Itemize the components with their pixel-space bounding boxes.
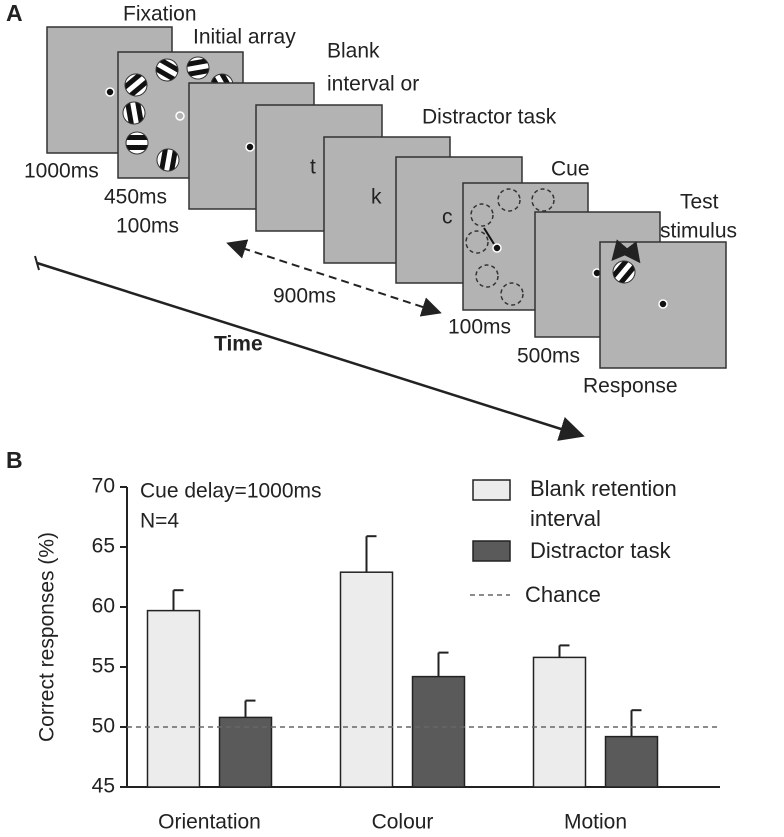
time-arrow-tick [34, 255, 40, 271]
legend-swatch [472, 540, 511, 562]
letter: c [442, 206, 453, 229]
duration: 500ms [517, 345, 580, 368]
y-tick-label: 65 [92, 535, 115, 558]
label: Cue [551, 158, 590, 181]
bar [339, 571, 394, 788]
label: Blank [327, 40, 380, 63]
bar [411, 675, 466, 788]
duration: 100ms [116, 215, 179, 238]
stimulus-array [120, 54, 238, 173]
bar [218, 716, 273, 788]
x-tick-label: Colour [372, 811, 434, 834]
legend-swatch [472, 479, 511, 501]
duration: 450ms [104, 186, 167, 209]
label: interval or [327, 73, 419, 96]
time-arrow [36, 261, 585, 441]
legend-label: Blank retention interval [530, 476, 677, 531]
duration: 100ms [448, 316, 511, 339]
letter: k [371, 186, 382, 209]
fixation-dot [492, 243, 502, 253]
y-tick-label: 60 [92, 595, 115, 618]
duration: 1000ms [24, 160, 99, 183]
panel-label: B [6, 447, 23, 473]
y-tick-label: 45 [92, 775, 115, 798]
x-tick-label: Motion [564, 811, 627, 834]
label: Test [680, 191, 719, 214]
label: Response [583, 375, 678, 398]
legend-label: Distractor task [530, 538, 671, 563]
label: Distractor task [422, 106, 557, 129]
cue-placeholders [465, 188, 555, 306]
bar [604, 735, 659, 788]
interval-arrow [226, 239, 442, 317]
fixation-dot [245, 142, 255, 152]
x-tick-label: Orientation [158, 811, 261, 834]
panel-label: A [6, 0, 23, 26]
time-label: Time [214, 333, 263, 356]
fixation-dot [658, 299, 668, 309]
y-tick-label: 70 [92, 475, 115, 498]
label: Initial array [193, 26, 296, 49]
fixation-dot [105, 87, 115, 97]
y-tick-label: 50 [92, 715, 115, 738]
label: stimulus [660, 220, 737, 243]
annotation: N=4 [140, 510, 179, 533]
duration: 900ms [273, 285, 336, 308]
cue-line [483, 227, 495, 245]
annotation: Cue delay=1000ms [140, 480, 322, 503]
bar [146, 609, 201, 788]
legend-label: Chance [525, 582, 601, 607]
y-tick-label: 55 [92, 655, 115, 678]
letter: t [310, 156, 316, 179]
y-axis-label: Correct responses (%) [36, 532, 59, 742]
bar [532, 656, 587, 788]
rotation-arrow [611, 239, 641, 264]
label: Fixation [123, 3, 197, 26]
